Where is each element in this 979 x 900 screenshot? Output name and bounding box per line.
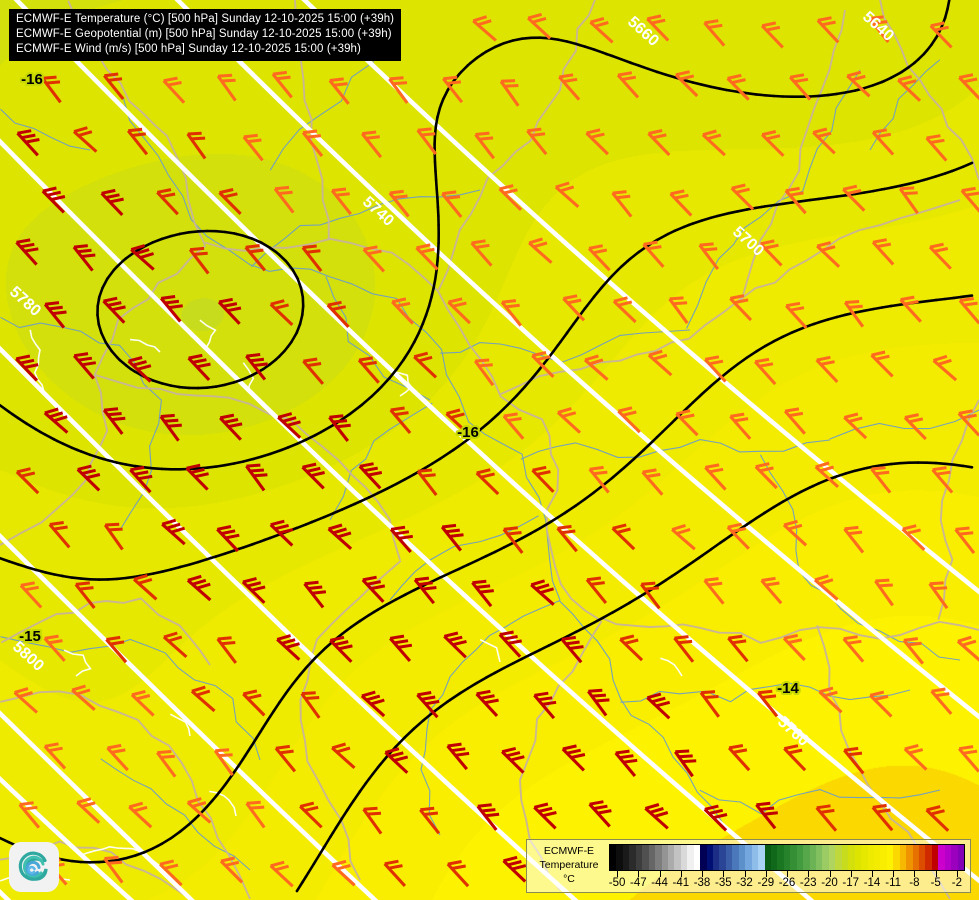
colorbar-tick-label: -38 [693, 877, 711, 889]
legend-title-unit: °C [563, 873, 575, 885]
title-line-temperature: ECMWF-E Temperature (°C) [500 hPa] Sunda… [16, 13, 395, 25]
legend-title-model: ECMWF-E [543, 845, 595, 857]
colorbar-tick-label: -47 [629, 877, 647, 889]
colorbar-tick-label: -32 [736, 877, 753, 889]
colorbar-wrap: -50 -47 -44 -41 -38 -35 -32 -29 -26 -23 -20 -17 -14-… [609, 844, 965, 893]
colorbar-tick-label: -2 [951, 877, 963, 889]
colorbar-tick-label: -29 [757, 877, 775, 889]
colorbar-legend[interactable]: ECMWF-E Temperature °C -50 -47 -44 -41 -38 -3… [526, 839, 971, 893]
colorbar-swatch [957, 845, 965, 870]
map-title-box: ECMWF-E Temperature (°C) [500 hPa] Sunda… [9, 9, 402, 61]
colorbar-tick-label: -23 [799, 877, 817, 889]
colorbar-tick-label: -14 [863, 877, 881, 889]
colorbar-tick-label: -41 [672, 877, 690, 889]
colorbar-tick-label: -5 [930, 877, 941, 889]
title-line-wind: ECMWF-E Wind (m/s) [500 hPa] Sunday 12-1… [16, 43, 361, 55]
colorbar-tick-label: -35 [714, 877, 732, 889]
colorbar-swatches[interactable] [609, 844, 965, 871]
colorbar-tick-label: -17 [842, 877, 859, 889]
colorbar-tick-label: -44 [651, 877, 668, 889]
title-line-geopotential: ECMWF-E Geopotential (m) [500 hPa] Sunda… [16, 28, 392, 40]
colorbar-tick-label: -11 [885, 877, 902, 889]
colorbar-tick-label: -20 [821, 877, 838, 889]
spiral-icon [18, 851, 48, 881]
legend-title-variable: Temperature [539, 859, 599, 871]
colorbar-tick-labels: -50 -47 -44 -41 -38 -35 -32 -29 -26 -23 -20 -17 -14-… [609, 877, 965, 893]
legend-title: ECMWF-E Temperature °C [531, 844, 607, 886]
cyclone-spiral-logo[interactable] [9, 842, 59, 892]
colorbar-tick-label: -26 [778, 877, 796, 889]
colorbar-tick-label: -8 [909, 877, 920, 889]
colorbar-tick-label: -50 [608, 877, 626, 889]
